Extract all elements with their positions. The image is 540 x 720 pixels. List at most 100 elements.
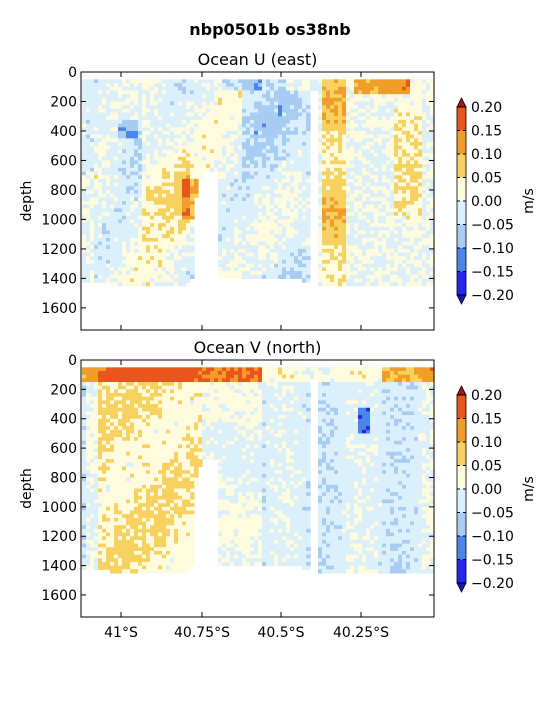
contour-cell bbox=[394, 105, 399, 110]
contour-cell bbox=[146, 130, 151, 136]
contour-cell bbox=[274, 156, 279, 162]
contour-cell bbox=[262, 171, 267, 176]
colorbar-bin bbox=[457, 107, 466, 131]
contour-cell bbox=[102, 130, 107, 136]
contour-cell bbox=[274, 271, 279, 276]
contour-cell bbox=[146, 105, 151, 110]
contour-cell bbox=[198, 156, 203, 162]
contour-cell bbox=[146, 263, 151, 268]
contour-cell bbox=[186, 116, 191, 121]
contour-cell bbox=[290, 90, 295, 95]
contour-cell bbox=[90, 208, 95, 213]
contour-cell bbox=[270, 86, 275, 92]
contour-cell bbox=[266, 271, 271, 276]
contour-cell bbox=[306, 212, 311, 217]
contour-cell bbox=[350, 105, 355, 110]
contour-cell bbox=[102, 230, 107, 235]
contour-cell bbox=[370, 201, 375, 206]
contour-cell bbox=[166, 267, 171, 272]
contour-cell bbox=[206, 134, 211, 139]
contour-cell bbox=[298, 138, 303, 143]
contour-cell bbox=[266, 134, 271, 139]
contour-cell bbox=[378, 108, 383, 114]
contour-cell bbox=[374, 241, 379, 246]
contour-cell bbox=[226, 267, 231, 272]
contour-cell bbox=[230, 230, 235, 235]
contour-cell bbox=[186, 212, 191, 217]
contour-cell bbox=[286, 160, 291, 165]
contour-cell bbox=[90, 444, 95, 449]
contour-cell bbox=[418, 116, 423, 121]
contour-cell bbox=[94, 492, 99, 497]
contour-cell bbox=[162, 175, 167, 180]
contour-cell bbox=[334, 83, 339, 88]
contour-cell bbox=[282, 256, 287, 261]
contour-cell bbox=[90, 79, 95, 84]
contour-cell bbox=[426, 175, 431, 180]
contour-cell bbox=[394, 234, 399, 239]
contour-cell bbox=[82, 477, 87, 482]
contour-cell bbox=[178, 182, 183, 187]
contour-cell bbox=[270, 271, 275, 276]
contour-cell bbox=[106, 252, 111, 257]
contour-cell bbox=[134, 127, 139, 132]
contour-cell bbox=[90, 396, 95, 401]
contour-cell bbox=[82, 532, 87, 537]
contour-cell bbox=[90, 182, 95, 187]
contour-cell bbox=[366, 278, 371, 283]
contour-cell bbox=[354, 175, 359, 180]
contour-cell bbox=[342, 237, 347, 243]
contour-cell bbox=[174, 94, 179, 99]
contour-cell bbox=[234, 142, 239, 147]
contour-cell bbox=[326, 142, 331, 147]
contour-cell bbox=[394, 130, 399, 136]
contour-cell bbox=[170, 271, 175, 276]
contour-cell bbox=[426, 108, 431, 114]
contour-cell bbox=[398, 134, 403, 139]
contour-cell bbox=[354, 112, 359, 117]
contour-cell bbox=[82, 94, 87, 99]
contour-cell bbox=[110, 271, 115, 276]
contour-cell bbox=[182, 127, 187, 132]
contour-cell bbox=[270, 160, 275, 165]
contour-cell bbox=[394, 175, 399, 180]
contour-cell bbox=[398, 130, 403, 136]
contour-cell bbox=[330, 201, 335, 206]
contour-cell bbox=[178, 167, 183, 173]
contour-cell bbox=[170, 204, 175, 209]
contour-cell bbox=[114, 234, 119, 239]
contour-cell bbox=[130, 156, 135, 162]
contour-cell bbox=[326, 241, 331, 246]
contour-cell bbox=[102, 484, 107, 490]
contour-cell bbox=[242, 171, 247, 176]
contour-cell bbox=[86, 371, 91, 376]
contour-cell bbox=[234, 208, 239, 213]
contour-cell bbox=[102, 536, 107, 541]
contour-cell bbox=[82, 510, 87, 515]
contour-cell bbox=[426, 271, 431, 276]
contour-cell bbox=[246, 130, 251, 136]
contour-cell bbox=[166, 223, 171, 228]
contour-cell bbox=[146, 94, 151, 99]
contour-cell bbox=[350, 171, 355, 176]
contour-cell bbox=[98, 470, 103, 475]
contour-cell bbox=[102, 83, 107, 88]
contour-cell bbox=[142, 237, 147, 243]
contour-cell bbox=[234, 94, 239, 99]
contour-cell bbox=[114, 278, 119, 283]
contour-cell bbox=[290, 105, 295, 110]
contour-cell bbox=[226, 274, 231, 279]
contour-cell bbox=[106, 204, 111, 209]
contour-cell bbox=[102, 367, 107, 372]
contour-cell bbox=[102, 241, 107, 246]
contour-cell bbox=[394, 223, 399, 228]
contour-cell bbox=[382, 212, 387, 217]
contour-cell bbox=[342, 79, 347, 84]
contour-cell bbox=[290, 267, 295, 272]
contour-cell bbox=[362, 156, 367, 162]
contour-cell bbox=[414, 108, 419, 114]
contour-cell bbox=[130, 182, 135, 187]
contour-cell bbox=[86, 558, 91, 563]
contour-cell bbox=[318, 226, 323, 232]
contour-cell bbox=[242, 219, 247, 224]
